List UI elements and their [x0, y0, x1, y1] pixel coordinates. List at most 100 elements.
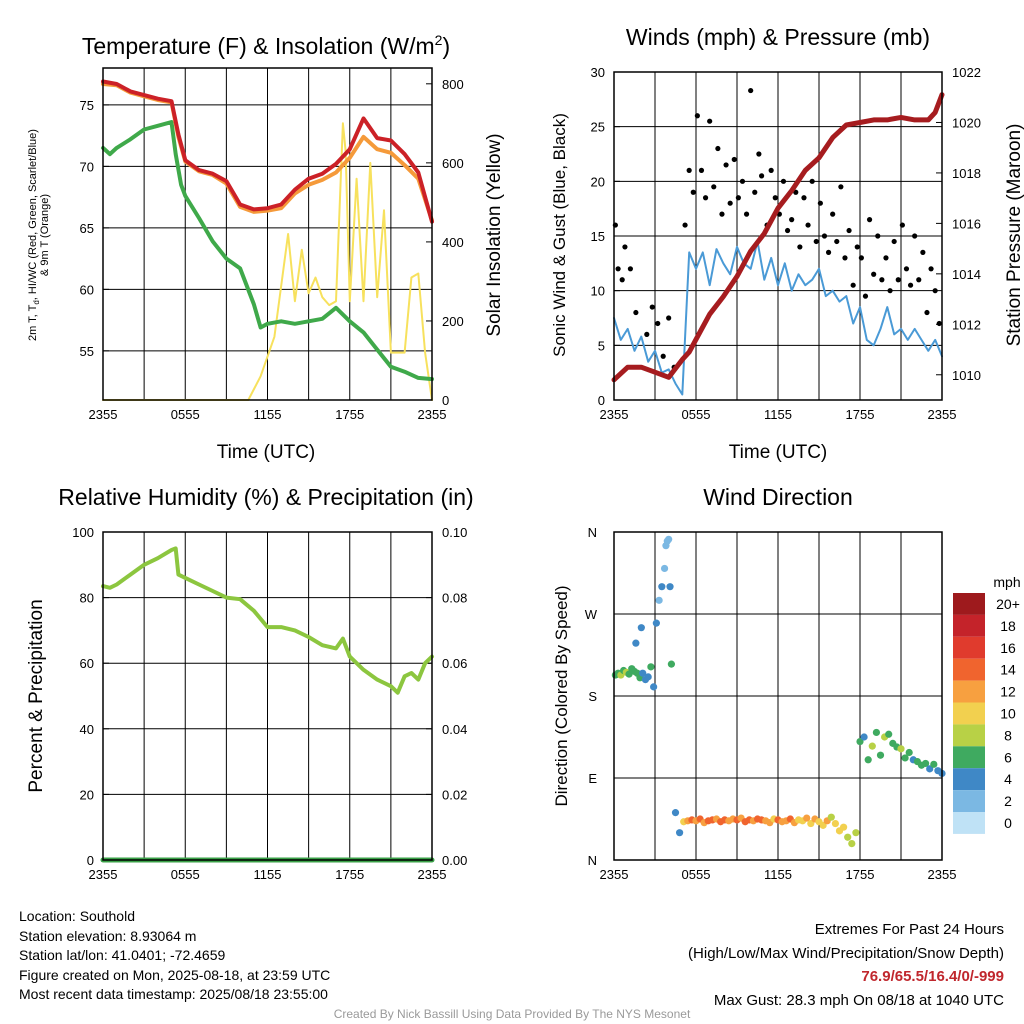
- gust-point: [694, 113, 700, 119]
- wind-ytick-right-label: 1022: [952, 65, 981, 80]
- gust-point: [627, 266, 634, 272]
- gust-point: [702, 195, 709, 201]
- dir-xtick-label: 1155: [764, 867, 792, 882]
- gust-point: [871, 271, 877, 277]
- colorbar-swatch: [953, 746, 985, 769]
- wind-ytick-label: 30: [591, 65, 605, 80]
- wind-title: Winds (mph) & Pressure (mb): [626, 24, 930, 50]
- gust-point: [797, 244, 803, 250]
- gust-point: [649, 304, 655, 310]
- rh-line: [101, 546, 434, 695]
- gust-point: [719, 211, 725, 217]
- temp-xtick-label: 1155: [254, 407, 282, 422]
- rh-ytick-label: 80: [80, 591, 94, 606]
- rh-ytick-right-label: 0.10: [442, 525, 467, 540]
- direction-point: [922, 759, 930, 768]
- dir-ytick-label: N: [588, 853, 597, 868]
- gust-point: [895, 277, 901, 283]
- temp-ytick-label: 55: [80, 344, 94, 359]
- direction-point: [650, 683, 658, 691]
- dir-xtick-label: 0555: [682, 867, 711, 882]
- gust-point: [809, 178, 815, 184]
- temp-ylabel-line1b: , HI/WC (Red, Green, Scarlet/Blue): [27, 129, 39, 300]
- rh-xtick-label: 1155: [254, 867, 282, 882]
- wind-ytick-label: 0: [598, 393, 605, 408]
- gust-point: [813, 238, 819, 245]
- temp-frame: [102, 67, 433, 401]
- elevation-text: Station elevation: 8.93064 m: [19, 927, 197, 944]
- wind-xtick-label: 1155: [764, 407, 792, 422]
- temp-series-line: [101, 120, 434, 382]
- gust-point: [821, 233, 828, 239]
- direction-point: [905, 748, 913, 757]
- temp-title-sup: 2: [435, 32, 443, 48]
- temp-ytick-right-label: 400: [442, 235, 464, 250]
- gust-point: [707, 118, 713, 124]
- temp-ytick-right-label: 0: [442, 393, 449, 408]
- direction-point: [647, 663, 655, 671]
- gust-point: [899, 222, 905, 228]
- colorbar-swatch: [953, 593, 985, 615]
- gust-point: [858, 255, 864, 261]
- gust-point: [805, 222, 811, 228]
- gust-point: [622, 244, 628, 250]
- direction-point: [652, 619, 660, 627]
- gust-point: [748, 87, 754, 94]
- gust-point: [735, 195, 741, 201]
- gust-point: [903, 266, 910, 272]
- gust-point: [920, 249, 926, 255]
- temp-ytick-right-label: 800: [442, 77, 464, 92]
- wind-xtick-label: 2355: [928, 407, 957, 422]
- gust-point: [619, 277, 625, 283]
- temp-ylabel-sub: d: [32, 300, 41, 304]
- gust-point: [711, 184, 717, 190]
- created-text: Figure created on Mon, 2025-08-18, at 23…: [19, 966, 331, 983]
- wind-panel: 2355 0555 1155 1755 235505101520253010101012…: [591, 65, 981, 422]
- gust-point: [862, 293, 869, 299]
- wind-ytick-label: 5: [598, 338, 605, 353]
- direction-point: [848, 840, 856, 848]
- wind-ytick-right-label: 1018: [952, 166, 981, 181]
- wind-frame: [613, 71, 943, 401]
- colorbar-swatch: [953, 812, 985, 834]
- direction-point: [803, 814, 811, 822]
- dir-xtick-label: 2355: [600, 867, 629, 882]
- direction-point: [667, 660, 676, 668]
- rh-xtick-label: 0555: [171, 867, 200, 882]
- gust-point: [866, 217, 873, 223]
- direction-point: [868, 742, 876, 750]
- rh-xtick-label: 2355: [418, 867, 447, 882]
- colorbar-swatch: [953, 724, 985, 747]
- gust-point: [723, 162, 729, 168]
- gust-point: [698, 167, 705, 173]
- wind-ylabel-left: Sonic Wind & Gust (Blue, Black): [550, 113, 569, 357]
- direction-point: [840, 823, 848, 831]
- temp-xtick-label: 2355: [418, 407, 447, 422]
- extremes-info: Extremes For Past 24 Hours (High/Low/Max…: [688, 918, 1004, 1012]
- gust-point: [887, 288, 893, 294]
- direction-point: [930, 760, 938, 768]
- extremes-values: 76.9/65.5/16.4/0/-999: [861, 968, 1004, 985]
- gust-point: [875, 233, 881, 239]
- gust-point: [772, 195, 778, 201]
- wind-xtick-label: 2355: [600, 407, 629, 422]
- dir-xtick-label: 1755: [846, 867, 875, 882]
- gust-point: [879, 277, 885, 283]
- colorbar-title: mph: [993, 574, 1020, 590]
- gust-point: [854, 244, 860, 250]
- dir-title: Wind Direction: [703, 484, 853, 510]
- gust-point: [924, 309, 930, 316]
- direction-point: [639, 669, 647, 677]
- temp-ytick-label: 65: [80, 221, 94, 236]
- gust-point: [727, 200, 733, 206]
- direction-point: [831, 819, 840, 828]
- temp-ytick-label: 70: [80, 159, 94, 174]
- gust-point: [932, 288, 938, 294]
- direction-point: [625, 670, 633, 678]
- rh-ytick-label: 60: [80, 656, 94, 671]
- gust-point: [752, 189, 758, 195]
- pressure-line: [611, 92, 945, 383]
- gust-point: [768, 167, 774, 173]
